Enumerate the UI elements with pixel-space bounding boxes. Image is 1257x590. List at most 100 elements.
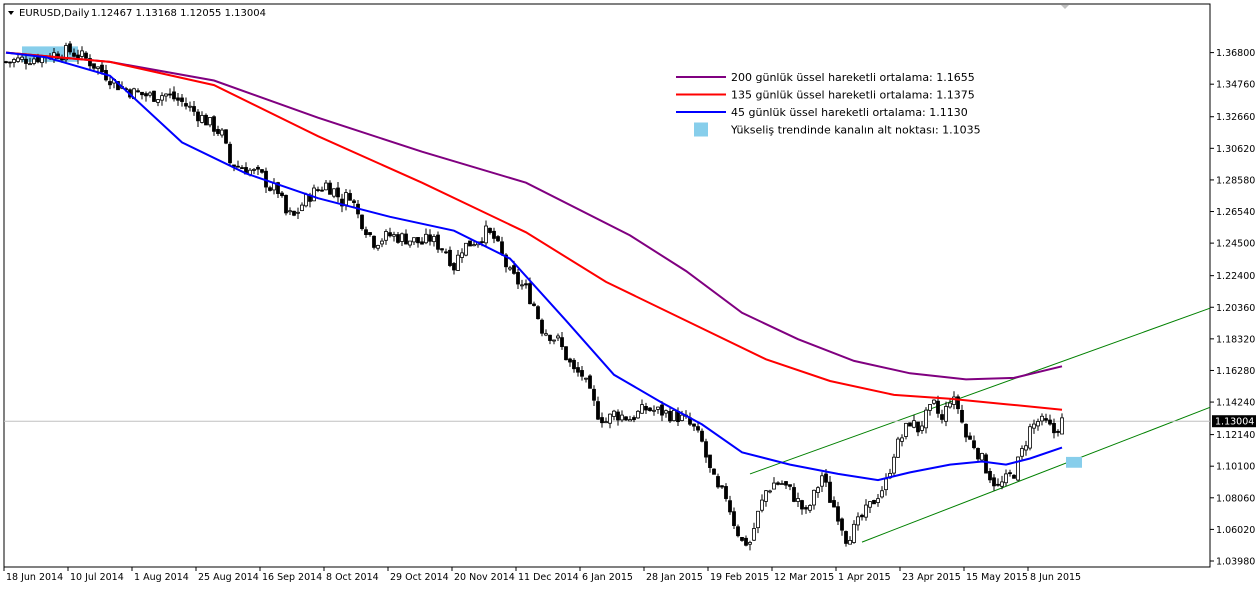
candle-body	[488, 227, 492, 233]
chart-header: EURUSD,Daily 1.12467 1.13168 1.12055 1.1…	[8, 8, 266, 19]
x-tick-label: 12 Mar 2015	[774, 572, 834, 583]
candle-body	[464, 242, 468, 256]
candle-body	[944, 406, 948, 422]
candle-body	[360, 214, 364, 230]
candle-body	[768, 490, 772, 493]
candle-body	[848, 539, 852, 545]
candle-body	[792, 487, 796, 502]
y-tick-label: 1.12140	[1216, 430, 1255, 441]
candle-body	[252, 169, 256, 171]
candle-body	[608, 413, 612, 424]
candle-body	[648, 407, 652, 412]
y-tick-label: 1.08060	[1216, 493, 1255, 504]
candle-body	[88, 58, 92, 67]
candle-body	[1020, 448, 1024, 457]
candle-body	[80, 50, 84, 57]
candle-body	[572, 359, 576, 370]
candle-body	[36, 56, 40, 63]
candle-body	[1024, 445, 1028, 451]
candle-body	[660, 404, 664, 416]
legend-label: 200 günlük üssel hareketli ortalama: 1.1…	[731, 71, 975, 84]
candle-body	[880, 490, 884, 498]
x-tick-label: 25 Aug 2014	[198, 572, 259, 583]
candle-body	[268, 187, 272, 191]
candle-body	[680, 414, 684, 421]
candle-body	[672, 410, 676, 422]
candle-body	[664, 410, 668, 414]
channel-bottom-marker	[1066, 456, 1082, 468]
candle-body	[956, 396, 960, 410]
candle-body	[180, 97, 184, 102]
candle-body	[776, 482, 780, 485]
y-tick-label: 1.03980	[1216, 557, 1255, 568]
candle-body	[988, 471, 992, 481]
scroll-shift-arrow-icon[interactable]	[1061, 5, 1069, 9]
candle-body	[1056, 430, 1060, 433]
candle-body	[548, 334, 552, 341]
candle-body	[204, 114, 208, 126]
candle-body	[780, 483, 784, 485]
candle-body	[292, 210, 296, 216]
candle-body	[144, 93, 148, 97]
candle-body	[860, 514, 864, 518]
x-axis: 18 Jun 2014 10 Jul 2014 1 Aug 2014 25 Aug 2…	[3, 567, 1081, 583]
candle-body	[920, 425, 924, 431]
candle-body	[932, 399, 936, 404]
candle-body	[812, 489, 816, 506]
candle-body	[108, 81, 112, 86]
candle-body	[720, 485, 724, 488]
candle-body	[12, 59, 16, 63]
candle-body	[388, 232, 392, 237]
candle-body	[1060, 417, 1064, 435]
x-tick-label: 6 Jan 2015	[582, 572, 633, 583]
candle-body	[504, 254, 508, 268]
candle-body	[556, 335, 560, 339]
candle-body	[332, 188, 336, 197]
x-tick-label: 19 Feb 2015	[710, 572, 769, 583]
candle-body	[392, 234, 396, 237]
candle-body	[316, 189, 320, 192]
candle-body	[500, 241, 504, 255]
candle-body	[96, 66, 100, 69]
y-tick-label: 1.36800	[1216, 48, 1255, 59]
candle-body	[372, 235, 376, 248]
candle-body	[176, 97, 180, 101]
dropdown-triangle-icon[interactable]	[8, 11, 14, 15]
candle-body	[656, 406, 660, 410]
candle-body	[524, 283, 528, 286]
candle-body	[328, 182, 332, 195]
candle-body	[756, 510, 760, 529]
candle-body	[468, 240, 472, 247]
candle-body	[496, 236, 500, 242]
candle-body	[200, 115, 204, 123]
channel-layer	[749, 307, 1211, 543]
candle-body	[864, 504, 868, 518]
candle-body	[380, 240, 384, 245]
last-price-marker: 1.13004	[1212, 415, 1256, 428]
candle-body	[4, 61, 8, 64]
candle-body	[492, 230, 496, 239]
candle-body	[1016, 456, 1020, 481]
candle-body	[636, 410, 640, 419]
candle-body	[72, 52, 76, 57]
candle-body	[140, 91, 144, 96]
candle-body	[408, 240, 412, 246]
candle-body	[576, 367, 580, 373]
candle-body	[240, 167, 244, 169]
candle-body	[764, 490, 768, 502]
candle-body	[872, 500, 876, 505]
candle-body	[1044, 418, 1048, 421]
candle-body	[540, 319, 544, 334]
y-tick-label: 1.26540	[1216, 207, 1255, 218]
candle-body	[480, 241, 484, 244]
candle-body	[828, 481, 832, 503]
candle-body	[788, 484, 792, 487]
candle-body	[712, 468, 716, 475]
candle-body	[580, 370, 584, 377]
x-tick-label: 1 Apr 2015	[838, 572, 891, 583]
x-tick-label: 28 Jan 2015	[646, 572, 703, 583]
candle-body	[752, 528, 756, 541]
candle-body	[320, 189, 324, 192]
candle-body	[808, 505, 812, 511]
